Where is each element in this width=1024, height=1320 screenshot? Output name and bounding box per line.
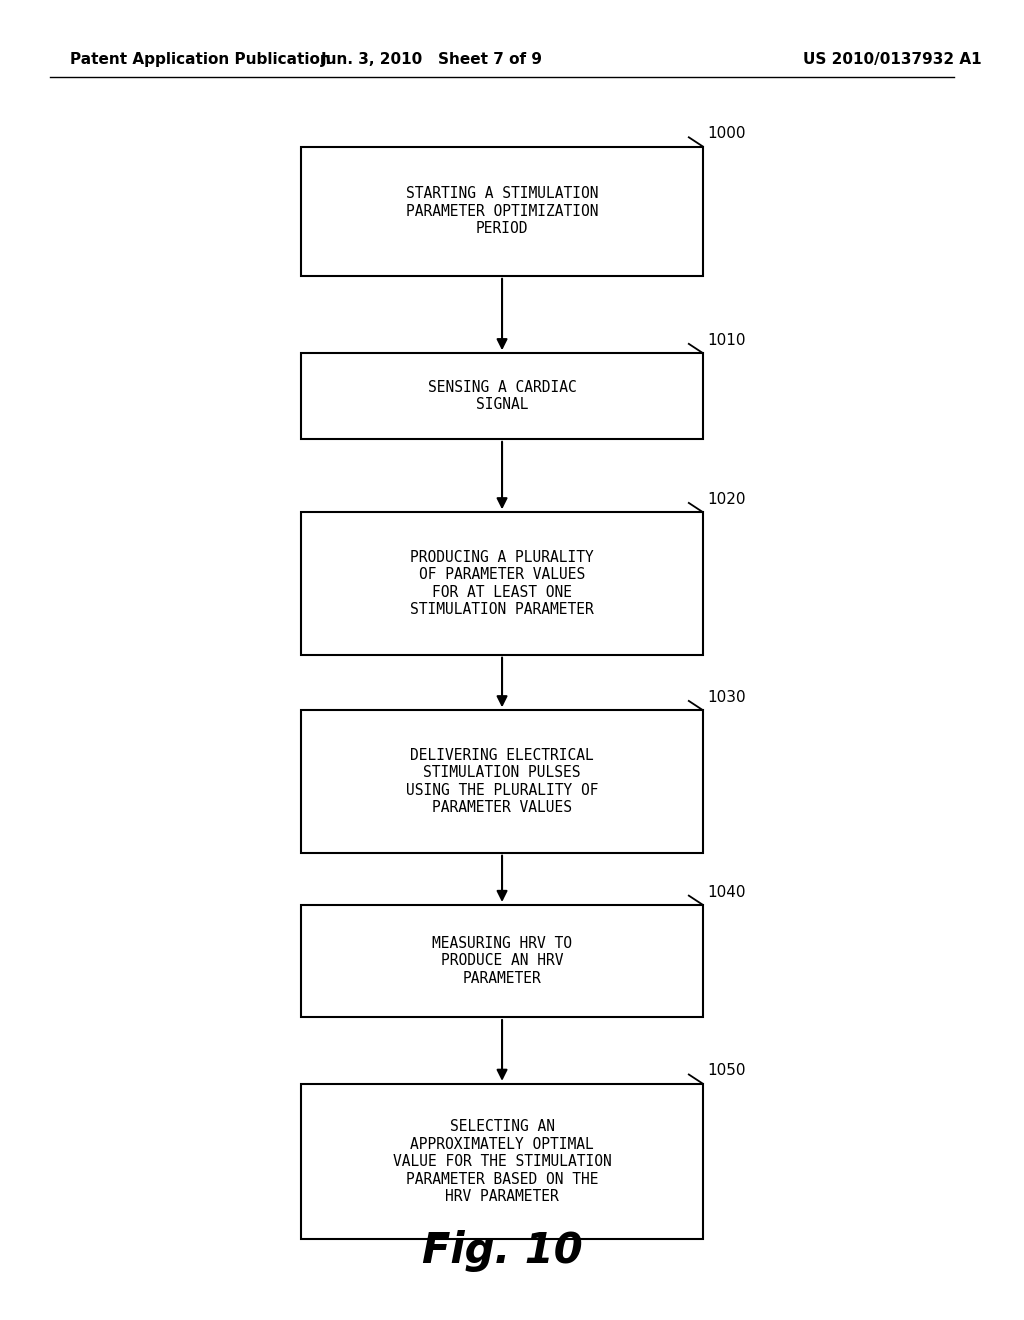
Text: 1000: 1000 bbox=[707, 127, 745, 141]
Bar bbox=[301, 147, 702, 276]
Text: US 2010/0137932 A1: US 2010/0137932 A1 bbox=[803, 51, 982, 67]
Text: Jun. 3, 2010   Sheet 7 of 9: Jun. 3, 2010 Sheet 7 of 9 bbox=[321, 51, 543, 67]
Text: DELIVERING ELECTRICAL
STIMULATION PULSES
USING THE PLURALITY OF
PARAMETER VALUES: DELIVERING ELECTRICAL STIMULATION PULSES… bbox=[406, 748, 598, 814]
Text: MEASURING HRV TO
PRODUCE AN HRV
PARAMETER: MEASURING HRV TO PRODUCE AN HRV PARAMETE… bbox=[432, 936, 572, 986]
Bar bbox=[301, 354, 702, 438]
Bar bbox=[301, 710, 702, 853]
Text: SELECTING AN
APPROXIMATELY OPTIMAL
VALUE FOR THE STIMULATION
PARAMETER BASED ON : SELECTING AN APPROXIMATELY OPTIMAL VALUE… bbox=[392, 1119, 611, 1204]
Text: 1040: 1040 bbox=[707, 884, 745, 900]
Text: 1010: 1010 bbox=[707, 333, 745, 348]
Text: PRODUCING A PLURALITY
OF PARAMETER VALUES
FOR AT LEAST ONE
STIMULATION PARAMETER: PRODUCING A PLURALITY OF PARAMETER VALUE… bbox=[411, 550, 594, 616]
Text: 1030: 1030 bbox=[707, 690, 745, 705]
Text: 1050: 1050 bbox=[707, 1064, 745, 1078]
Text: Patent Application Publication: Patent Application Publication bbox=[71, 51, 331, 67]
Text: Fig. 10: Fig. 10 bbox=[422, 1230, 583, 1272]
Text: SENSING A CARDIAC
SIGNAL: SENSING A CARDIAC SIGNAL bbox=[428, 380, 577, 412]
Bar bbox=[301, 1084, 702, 1239]
Bar bbox=[301, 512, 702, 655]
Bar bbox=[301, 906, 702, 1016]
Text: 1020: 1020 bbox=[707, 492, 745, 507]
Text: STARTING A STIMULATION
PARAMETER OPTIMIZATION
PERIOD: STARTING A STIMULATION PARAMETER OPTIMIZ… bbox=[406, 186, 598, 236]
